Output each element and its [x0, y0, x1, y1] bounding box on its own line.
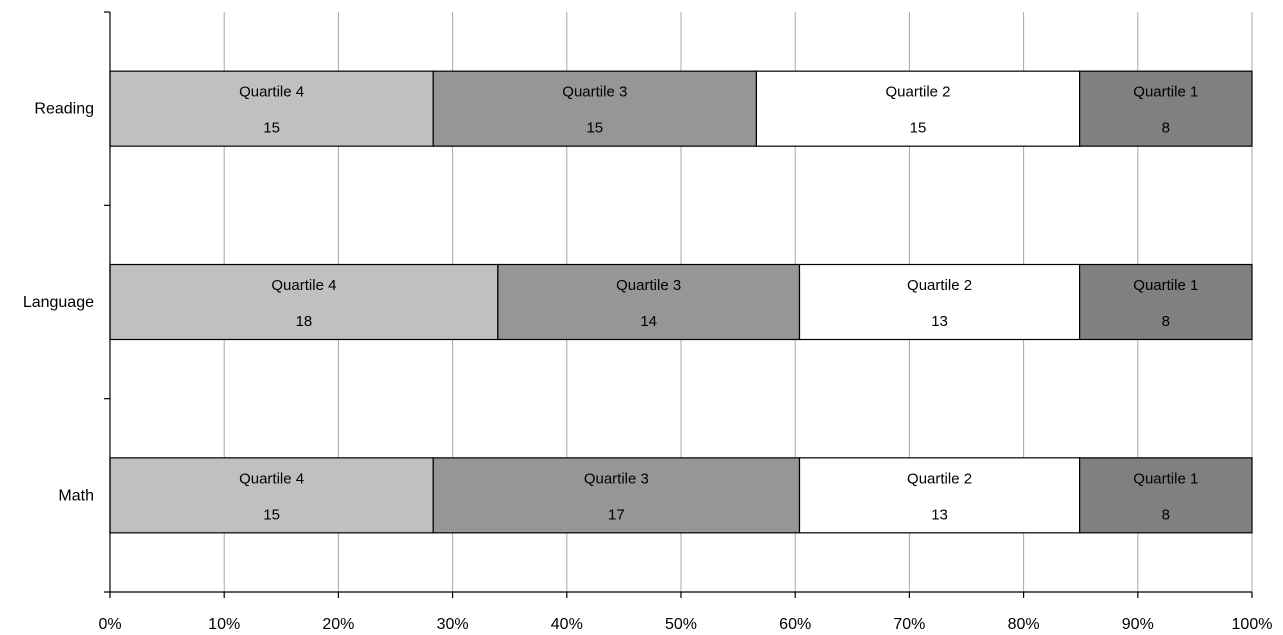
x-tick-label: 0%: [98, 616, 121, 633]
segment-value-label: 15: [910, 120, 927, 137]
segment-name-label: Quartile 1: [1133, 277, 1198, 294]
category-label: Reading: [34, 101, 94, 118]
x-tick-label: 20%: [322, 616, 354, 633]
x-tick-label: 50%: [665, 616, 697, 633]
x-tick-label: 80%: [1008, 616, 1040, 633]
segment-name-label: Quartile 2: [907, 277, 972, 294]
segment-value-label: 8: [1162, 120, 1170, 137]
x-tick-label: 100%: [1232, 616, 1273, 633]
bars: [109, 70, 1253, 534]
bar-segment: [432, 457, 801, 534]
segment-name-label: Quartile 1: [1133, 84, 1198, 101]
segment-name-label: Quartile 3: [562, 84, 627, 101]
segment-value-label: 15: [586, 120, 603, 137]
x-tick-label: 40%: [551, 616, 583, 633]
axes: [104, 11, 1253, 598]
bar-segment: [109, 457, 434, 534]
segment-name-label: Quartile 2: [885, 84, 950, 101]
segment-value-label: 15: [263, 120, 280, 137]
bar-segment: [497, 263, 801, 341]
segment-name-label: Quartile 4: [271, 277, 336, 294]
bar-segment: [1079, 457, 1253, 534]
bar-segment: [1079, 70, 1253, 147]
x-tick-label: 30%: [437, 616, 469, 633]
segment-value-label: 14: [640, 313, 657, 330]
x-tick-label: 70%: [893, 616, 925, 633]
bar-segment: [798, 263, 1081, 341]
segment-value-label: 17: [608, 506, 625, 523]
segment-name-label: Quartile 4: [239, 470, 304, 487]
segment-value-label: 13: [931, 313, 948, 330]
x-tick-label: 10%: [208, 616, 240, 633]
segment-name-label: Quartile 3: [616, 277, 681, 294]
segment-value-label: 13: [931, 506, 948, 523]
bar-segment: [798, 457, 1081, 534]
category-label: Math: [58, 487, 94, 504]
bar-segment: [432, 70, 758, 147]
segment-name-label: Quartile 4: [239, 84, 304, 101]
labels: 0% 10% 20% 30% 40% 50% 60% 70% 80% 90% 100% Quartil…: [23, 84, 1273, 633]
segment-name-label: Quartile 2: [907, 470, 972, 487]
bar-segment: [755, 70, 1081, 147]
x-tick-label: 60%: [779, 616, 811, 633]
segment-value-label: 15: [263, 506, 280, 523]
segment-name-label: Quartile 1: [1133, 470, 1198, 487]
segment-value-label: 8: [1162, 313, 1170, 330]
category-label: Language: [23, 294, 94, 311]
bar-segment: [1079, 263, 1253, 341]
segment-value-label: 18: [296, 313, 313, 330]
segment-name-label: Quartile 3: [584, 470, 649, 487]
x-tick-label: 90%: [1122, 616, 1154, 633]
segment-value-label: 8: [1162, 506, 1170, 523]
